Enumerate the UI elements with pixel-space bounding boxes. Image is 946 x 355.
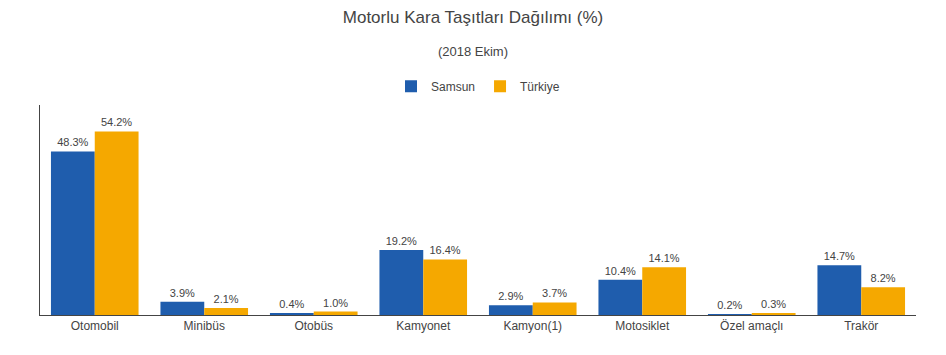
svg-text:2.1%: 2.1%	[214, 293, 239, 305]
svg-text:1.0%: 1.0%	[323, 297, 348, 309]
svg-text:Otomobil: Otomobil	[71, 319, 119, 333]
svg-text:19.2%: 19.2%	[386, 235, 417, 247]
svg-text:Trakör: Trakör	[844, 319, 878, 333]
svg-text:Türkiye: Türkiye	[520, 80, 560, 94]
svg-text:14.7%: 14.7%	[824, 250, 855, 262]
svg-text:48.3%: 48.3%	[57, 136, 88, 148]
svg-text:Özel amaçlı: Özel amaçlı	[720, 319, 783, 333]
svg-text:3.9%: 3.9%	[170, 287, 195, 299]
svg-text:10.4%: 10.4%	[605, 265, 636, 277]
svg-text:Otobüs: Otobüs	[294, 319, 333, 333]
svg-text:0.3%: 0.3%	[761, 298, 786, 310]
svg-text:2.9%: 2.9%	[498, 290, 523, 302]
svg-text:Motorlu Kara Taşıtları Dağılım: Motorlu Kara Taşıtları Dağılımı (%)	[343, 8, 603, 27]
svg-text:(2018 Ekim): (2018 Ekim)	[438, 44, 508, 59]
svg-text:Kamyonet: Kamyonet	[396, 319, 451, 333]
svg-text:Kamyon(1): Kamyon(1)	[503, 319, 562, 333]
svg-text:54.2%: 54.2%	[101, 116, 132, 128]
svg-text:14.1%: 14.1%	[648, 252, 679, 264]
svg-text:3.7%: 3.7%	[542, 287, 567, 299]
svg-text:0.2%: 0.2%	[717, 299, 742, 311]
svg-text:Samsun: Samsun	[431, 80, 475, 94]
svg-text:16.4%: 16.4%	[429, 244, 460, 256]
svg-text:Minibüs: Minibüs	[184, 319, 225, 333]
svg-text:Motosiklet: Motosiklet	[615, 319, 670, 333]
svg-text:8.2%: 8.2%	[871, 272, 896, 284]
svg-text:0.4%: 0.4%	[279, 298, 304, 310]
